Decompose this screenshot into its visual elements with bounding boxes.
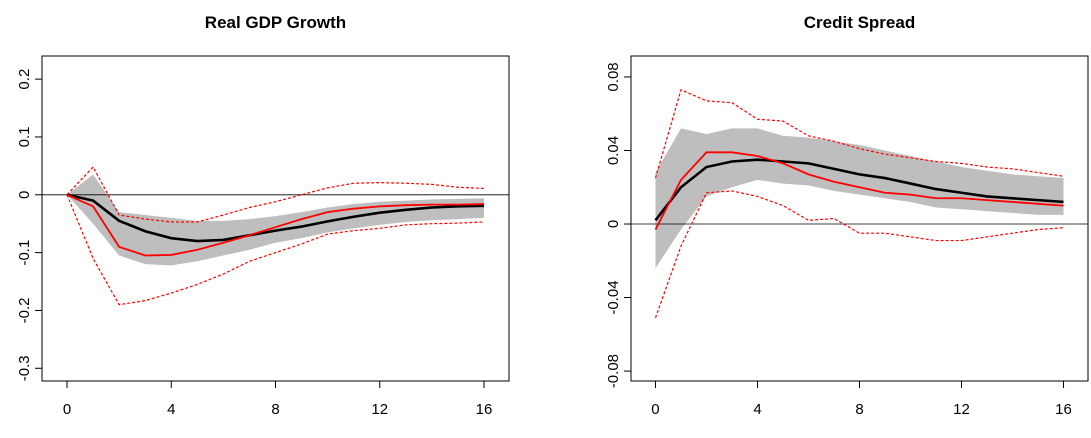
y-tick-label: -0.04 [605,280,622,314]
confidence-band [67,174,484,266]
series-line [654,89,1064,179]
chart-title: Real GDP Growth [205,13,346,32]
plot-frame [630,55,1089,382]
series-line [66,193,485,243]
chart-title: Credit Spread [804,13,915,32]
y-tick-label: -0.3 [16,355,33,381]
x-tick-label: 4 [753,401,761,418]
y-tick-label: 0.1 [16,127,33,148]
series-line [66,166,485,223]
x-tick-label: 8 [271,401,279,418]
series-line [654,190,1064,318]
y-tick-label: 0 [605,220,622,228]
y-tick-label: -0.1 [16,240,33,266]
y-tick-label: -0.08 [605,354,622,388]
series-line [654,151,1064,230]
x-tick-label: 12 [371,401,388,418]
x-tick-label: 16 [1055,401,1072,418]
series-line [654,158,1064,222]
series-line [66,194,485,306]
x-tick-label: 0 [63,401,71,418]
confidence-band [655,128,1064,269]
y-tick-label: 0.04 [605,136,622,165]
x-tick-label: 12 [953,401,970,418]
x-tick-label: 0 [651,401,659,418]
y-tick-label: 0 [16,191,33,199]
x-tick-label: 16 [476,401,493,418]
x-tick-label: 8 [855,401,863,418]
x-tick-label: 4 [167,401,175,418]
y-tick-label: -0.2 [16,298,33,324]
series-line [66,193,485,257]
y-tick-label: 0.08 [605,62,622,91]
y-tick-label: 0.2 [16,69,33,90]
